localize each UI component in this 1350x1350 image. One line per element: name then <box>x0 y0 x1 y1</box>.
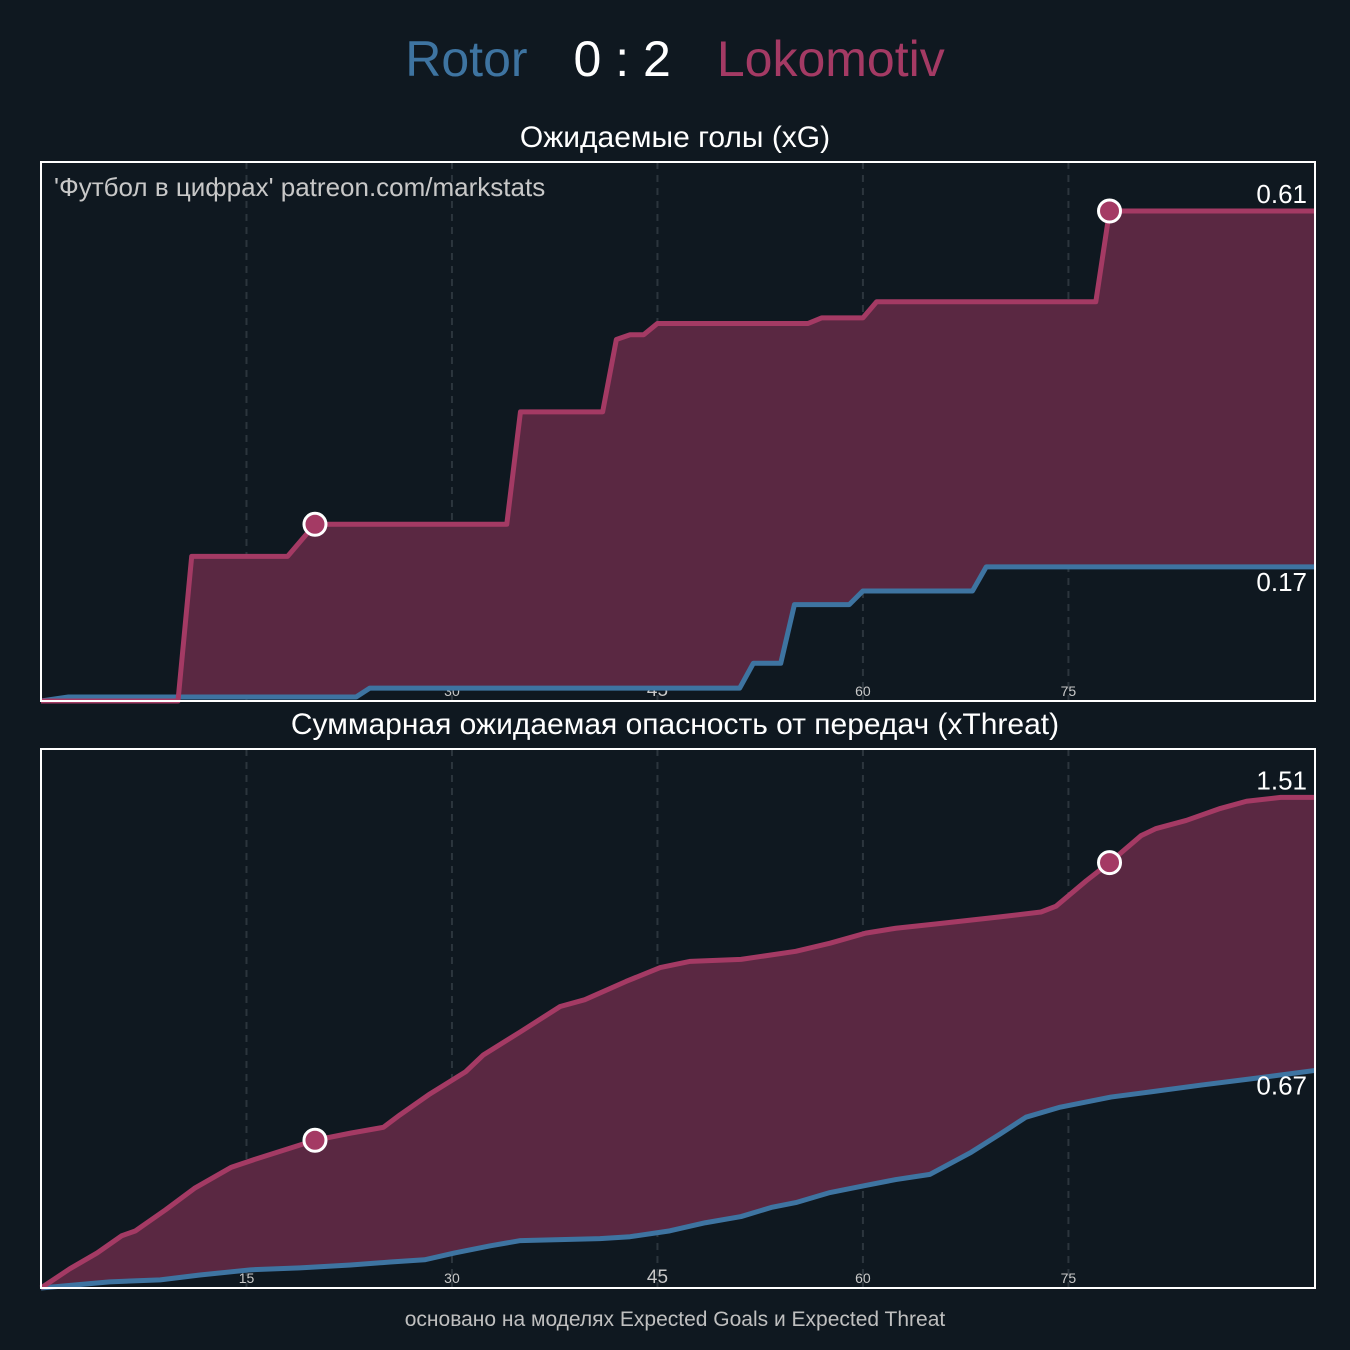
home-end-value-label: 0.17 <box>1256 567 1307 597</box>
rotor-line <box>40 1067 1316 1291</box>
x-tick-label: 30 <box>444 1270 460 1286</box>
away-end-value-label: 0.61 <box>1256 179 1307 209</box>
x-tick-label: 60 <box>855 1270 871 1286</box>
lokomotiv-goal-marker <box>302 511 328 537</box>
score: 0 : 2 <box>573 31 671 87</box>
xg-chart-title: Ожидаемые голы (xG) <box>519 121 831 154</box>
match-header: Rotor 0 : 2 Lokomotiv <box>0 30 1350 88</box>
x-tick-label: 75 <box>1061 683 1077 699</box>
xg-chart: 15304560750.610.17 <box>40 161 1316 704</box>
lokomotiv-line <box>41 208 1315 704</box>
watermark: 'Футбол в цифрах' patreon.com/markstats <box>54 172 546 202</box>
home-team-name: Rotor <box>405 31 528 87</box>
xg-difference-area <box>41 797 1315 1288</box>
x-tick-label: 75 <box>1061 1270 1077 1286</box>
lokomotiv-goal-marker <box>1097 198 1123 224</box>
xg-chart-frame <box>40 161 1316 702</box>
rotor-line <box>40 564 1315 704</box>
xt-chart: 15 30 45 60 75 1.51 0.67 <box>39 748 1316 1291</box>
x-tick-label: 15 <box>239 1270 255 1286</box>
lokomotiv-goal-marker <box>1097 850 1123 876</box>
xt-chart-title: Суммарная ожидаемая опасность от передач… <box>290 708 1060 741</box>
home-end-value-label: 0.67 <box>1256 1070 1307 1100</box>
xg-difference-area <box>41 211 1315 701</box>
lokomotiv-goal-marker <box>302 1127 328 1153</box>
away-end-value-label: 1.51 <box>1256 765 1307 795</box>
x-tick-label: 45 <box>647 1267 668 1288</box>
away-team-name: Lokomotiv <box>716 31 945 87</box>
xt-chart-frame <box>40 748 1316 1289</box>
footer-note: основано на моделях Expected Goals и Exp… <box>404 1308 946 1331</box>
lokomotiv-line <box>39 794 1315 1291</box>
x-tick-label: 60 <box>855 683 871 699</box>
